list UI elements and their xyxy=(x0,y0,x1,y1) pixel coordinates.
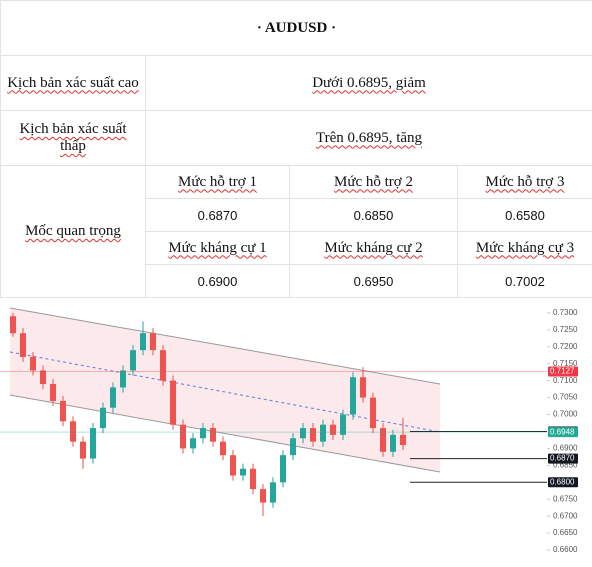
candle-body xyxy=(90,428,96,459)
candle-body xyxy=(40,370,46,385)
candle-body xyxy=(100,407,106,429)
candle-body xyxy=(220,441,226,456)
y-tick-label: 0.7050 xyxy=(553,393,578,402)
candle-body xyxy=(350,377,356,415)
candle-body xyxy=(10,316,16,334)
candle-body xyxy=(200,428,206,439)
candle-body xyxy=(110,387,116,408)
row-label: Kịch bản xác suất cao xyxy=(0,55,146,111)
level-value: 0.6580 xyxy=(457,198,592,232)
candle-body xyxy=(160,350,166,381)
y-tick-label: 0.6750 xyxy=(553,494,578,503)
y-tick-label: 0.7100 xyxy=(553,376,578,385)
candle-body xyxy=(360,377,366,398)
y-tick-label: 0.6700 xyxy=(553,511,578,520)
y-tick-label: 0.7300 xyxy=(553,308,578,317)
level-header: Mức kháng cự 3 xyxy=(457,231,592,265)
candle-body xyxy=(80,441,86,459)
level-header: Mức hỗ trợ 1 xyxy=(145,165,290,199)
level-value: 0.6850 xyxy=(289,198,458,232)
price-tag xyxy=(548,453,578,464)
analysis-table: · AUDUSD · Kịch bản xác suất cao Dưới 0.6… xyxy=(0,0,592,298)
price-tag-label: 0.6800 xyxy=(550,477,575,486)
level-value: 0.6900 xyxy=(145,264,290,298)
candle-body xyxy=(280,455,286,483)
candle-body xyxy=(140,333,146,351)
candle-body xyxy=(190,438,196,449)
candle-body xyxy=(300,428,306,439)
candle-body xyxy=(370,397,376,429)
level-header: Mức hỗ trợ 3 xyxy=(457,165,592,199)
level-header: Mức hỗ trợ 2 xyxy=(289,165,458,199)
candle-body xyxy=(60,400,66,422)
key-levels-label: Mốc quan trọng xyxy=(0,165,146,298)
candle-body xyxy=(130,350,136,371)
candle-body xyxy=(150,333,156,351)
candle-body xyxy=(210,428,216,442)
candle-body xyxy=(290,438,296,456)
candle-body xyxy=(50,384,56,401)
price-tag xyxy=(548,477,578,488)
y-tick-label: 0.7000 xyxy=(553,410,578,419)
candle-body xyxy=(230,455,236,476)
level-value: 0.7002 xyxy=(457,264,592,298)
y-tick-label: 0.6850 xyxy=(553,460,578,469)
candle-body xyxy=(180,424,186,449)
candle-body xyxy=(330,424,336,435)
price-tag xyxy=(548,427,578,438)
candle-body xyxy=(320,424,326,442)
level-value: 0.6950 xyxy=(289,264,458,298)
price-chart: 0.7300 0.7250 0.7200 0.7150 0.7100 0.7050 0.70… xyxy=(0,300,592,567)
candle-body xyxy=(250,468,256,490)
candle-body xyxy=(30,356,36,371)
y-tick-label: 0.6650 xyxy=(553,528,578,537)
candle-body xyxy=(270,482,276,503)
row-value: Dưới 0.6895, giảm xyxy=(145,55,592,111)
candle-body xyxy=(120,370,126,388)
candle-body xyxy=(170,380,176,425)
title: · AUDUSD · xyxy=(0,0,592,56)
y-tick-label: 0.7250 xyxy=(553,325,578,334)
candle-body xyxy=(390,434,396,452)
level-header: Mức kháng cự 2 xyxy=(289,231,458,265)
row-value: Trên 0.6895, tăng xyxy=(145,110,592,166)
y-tick-label: 0.6900 xyxy=(553,444,578,453)
candle-body xyxy=(70,421,76,442)
level-header: Mức kháng cự 1 xyxy=(145,231,290,265)
price-tag-label: 0.6948 xyxy=(550,427,575,436)
y-tick-label: 0.7150 xyxy=(553,359,578,368)
row-label: Kịch bản xác suất thấp xyxy=(0,110,146,166)
candle-body xyxy=(20,333,26,357)
price-tag-label: 0.7127 xyxy=(550,367,575,376)
candle-body xyxy=(310,428,316,442)
level-value: 0.6870 xyxy=(145,198,290,232)
price-tag-label: 0.6870 xyxy=(550,454,575,463)
candle-body xyxy=(400,434,406,446)
candle-body xyxy=(340,414,346,435)
candle-body xyxy=(260,489,266,503)
candle-body xyxy=(380,428,386,452)
y-tick-label: 0.6600 xyxy=(553,545,578,554)
price-tag xyxy=(548,366,578,377)
y-tick-label: 0.7200 xyxy=(553,342,578,351)
candle-body xyxy=(240,468,246,476)
